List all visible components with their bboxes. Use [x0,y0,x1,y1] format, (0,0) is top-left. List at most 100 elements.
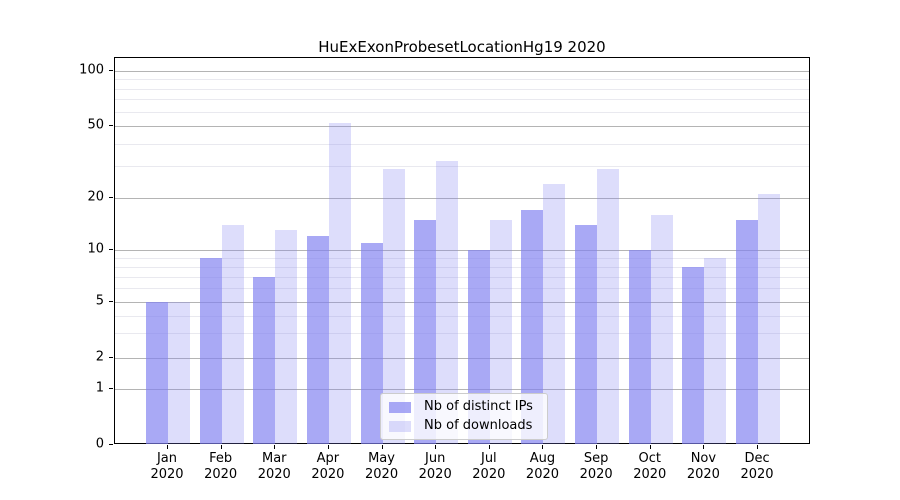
x-tick-mark-apr [327,445,329,449]
y-tick-mark-1 [109,388,113,389]
chart-title: HuExExonProbesetLocationHg19 2020 [318,38,606,56]
major-gridline-5 [115,302,809,303]
x-tick-label-oct: Oct 2020 [618,451,682,483]
x-tick-label-aug: Aug 2020 [510,451,574,483]
minor-gridline-30 [115,166,809,168]
major-gridline-20 [115,198,809,199]
legend-label: Nb of downloads [424,418,533,433]
legend-swatch-icon [389,401,411,413]
bar-nb-of-downloads-jun [436,161,459,444]
bar-nb-of-distinct-ips-jan [146,302,168,444]
minor-gridline-7 [115,276,809,278]
y-tick-label-5: 5 [95,293,104,309]
y-tick-label-10: 10 [87,241,104,257]
x-tick-label-may: May 2020 [350,451,414,483]
bar-nb-of-distinct-ips-oct [628,250,651,444]
x-tick-month: Dec [744,451,770,466]
legend: Nb of distinct IPs Nb of downloads [380,393,548,440]
major-gridline-100 [115,71,809,72]
y-tick-label-0: 0 [95,436,104,452]
x-tick-label-feb: Feb 2020 [189,451,253,483]
bar-nb-of-distinct-ips-sep [575,224,598,444]
minor-gridline-8 [115,266,809,268]
x-tick-label-nov: Nov 2020 [671,451,735,483]
y-tick-mark-2 [109,357,113,358]
bar-nb-of-downloads-aug [543,183,566,444]
legend-entry-nb-of-distinct-ips: Nb of distinct IPs [389,400,539,414]
major-gridline-50 [115,126,809,127]
x-tick-mark-sep [596,445,598,449]
y-tick-mark-50 [109,125,113,126]
bar-nb-of-distinct-ips-mar [253,276,276,444]
y-tick-label-50: 50 [87,117,104,133]
minor-gridline-70 [115,99,809,101]
x-tick-mark-mar [274,445,276,449]
x-tick-month: Nov [690,451,717,466]
x-tick-year: 2020 [472,467,506,482]
major-gridline-1 [115,389,809,390]
y-tick-mark-5 [109,301,113,302]
y-tick-mark-10 [109,249,113,250]
x-tick-mark-aug [542,445,544,449]
y-tick-label-20: 20 [87,189,104,205]
minor-gridline-40 [115,143,809,145]
plot-area [114,57,810,444]
bar-nb-of-downloads-may [382,168,405,444]
bar-nb-of-downloads-feb [221,224,244,444]
minor-gridline-60 [115,111,809,113]
x-tick-month: May [368,451,395,466]
bar-nb-of-downloads-sep [597,168,620,444]
bar-nb-of-distinct-ips-feb [199,257,222,444]
x-tick-label-mar: Mar 2020 [242,451,306,483]
x-tick-month: Oct [638,451,661,466]
x-tick-mark-feb [220,445,222,449]
bar-nb-of-downloads-jan [168,302,190,444]
minor-gridline-80 [115,88,809,90]
x-tick-mark-may [381,445,383,449]
minor-gridline-6 [115,288,809,290]
x-tick-year: 2020 [579,467,613,482]
x-tick-month: Apr [316,451,340,466]
x-tick-label-jul: Jul 2020 [457,451,521,483]
x-tick-month: Aug [529,451,556,466]
x-tick-mark-oct [649,445,651,449]
bar-nb-of-downloads-nov [704,257,727,444]
bar-nb-of-downloads-jul [489,219,512,444]
x-tick-month: Mar [262,451,287,466]
x-tick-mark-jun [435,445,437,449]
minor-gridline-90 [115,79,809,81]
y-tick-label-1: 1 [95,380,104,396]
x-tick-mark-jul [488,445,490,449]
x-tick-year: 2020 [311,467,345,482]
x-tick-mark-jan [167,445,168,449]
x-tick-year: 2020 [204,467,238,482]
minor-gridline-9 [115,257,809,259]
x-tick-label-sep: Sep 2020 [564,451,628,483]
bar-nb-of-downloads-apr [328,122,351,444]
x-tick-year: 2020 [525,467,560,482]
x-tick-month: Feb [209,451,233,466]
x-tick-mark-dec [757,445,759,449]
x-tick-mark-nov [703,445,705,449]
bar-nb-of-distinct-ips-dec [736,219,759,444]
x-tick-label-dec: Dec 2020 [725,451,789,483]
x-tick-month: Jun [425,451,446,466]
bar-nb-of-distinct-ips-aug [521,210,544,444]
y-tick-label-100: 100 [79,62,104,78]
legend-entry-nb-of-downloads: Nb of downloads [389,419,539,433]
x-tick-year: 2020 [740,467,774,482]
minor-gridline-3 [115,333,809,335]
minor-gridline-4 [115,315,809,317]
x-tick-year: 2020 [418,467,452,482]
y-tick-mark-0 [109,444,113,445]
bar-nb-of-distinct-ips-nov [682,266,705,444]
y-tick-mark-20 [109,197,113,198]
x-tick-label-jan: Jan 2020 [135,451,199,483]
x-tick-year: 2020 [365,467,399,482]
legend-label: Nb of distinct IPs [424,399,533,414]
bar-nb-of-downloads-oct [650,214,673,444]
x-tick-month: Sep [583,451,609,466]
bar-nb-of-downloads-mar [275,230,298,444]
bar-nb-of-distinct-ips-apr [306,236,329,444]
